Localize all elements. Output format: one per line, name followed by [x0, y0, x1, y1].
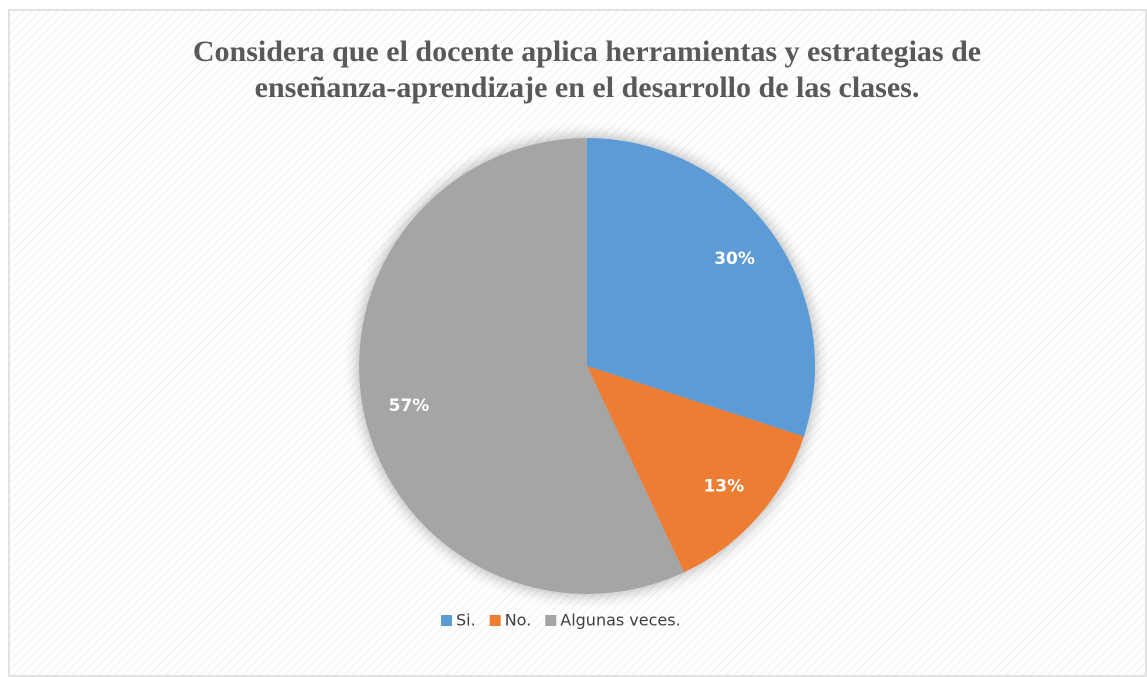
chart-title: Considera que el docente aplica herramie… — [193, 35, 981, 68]
chart-title: enseñanza-aprendizaje en el desarrollo d… — [255, 71, 920, 104]
data-labels: 30% 13% 57% — [389, 249, 755, 497]
pie — [359, 138, 815, 594]
data-label: 13% — [703, 477, 744, 497]
legend-swatch — [489, 615, 501, 626]
legend-swatch — [441, 615, 452, 626]
legend-label: No. — [505, 611, 532, 630]
data-label: 30% — [714, 249, 755, 269]
legend: Si. No. Algunas veces. — [441, 611, 681, 630]
legend-swatch — [545, 615, 557, 626]
pie-slice — [587, 138, 815, 437]
data-label: 57% — [389, 396, 430, 416]
legend-label: Algunas veces. — [560, 611, 680, 630]
legend-label: Si. — [456, 611, 476, 630]
pie-slice — [359, 138, 685, 594]
pie-slice — [587, 366, 804, 573]
